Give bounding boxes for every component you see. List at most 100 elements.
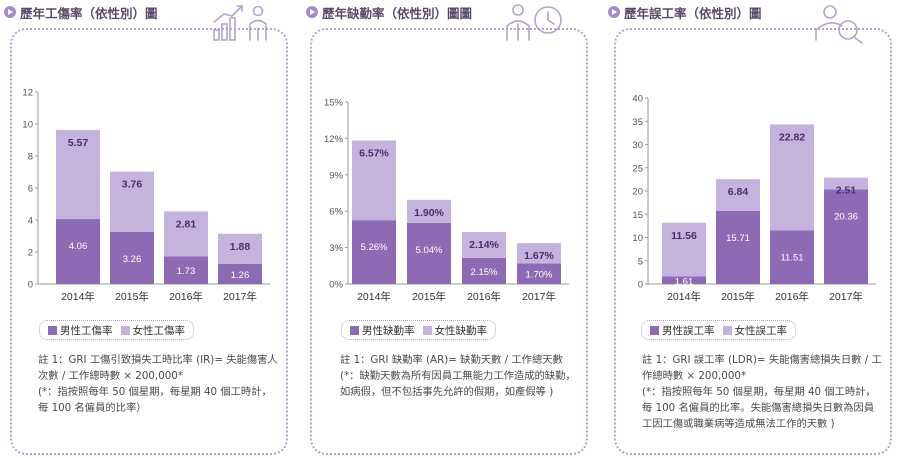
x-category-label: 2014年 <box>61 290 95 303</box>
data-label-male: 5.26% <box>361 242 388 253</box>
panel-injury-rate: 歷年工傷率（依性別）圖 0 2 4 6 8 10 12 4.06 5.57 2014年 3.26 3.… <box>0 0 290 458</box>
bar-female <box>218 233 262 264</box>
legend-swatch-female <box>422 325 432 335</box>
panel-frame <box>310 28 588 455</box>
bar-female <box>662 222 706 277</box>
footnote-line: (*：指按照每年 50 個星期，每星期 40 個工時計， <box>38 386 272 398</box>
panel-frame <box>10 28 288 455</box>
data-label-male: 1.73 <box>177 266 196 277</box>
y-tick-label: 30 <box>632 140 643 151</box>
data-label-female: 1.67% <box>524 250 554 262</box>
x-category-label: 2014年 <box>667 290 701 303</box>
bar-female <box>462 231 506 258</box>
x-category-label: 2017年 <box>829 290 863 303</box>
footnote-line: 工因工傷或職業病等造成無法工作的天數 ) <box>642 418 835 430</box>
y-tick-label: 3% <box>329 243 343 254</box>
data-label-male: 1.70% <box>526 270 553 281</box>
bar-male <box>56 219 100 284</box>
data-label-male: 11.51 <box>780 252 803 263</box>
footnote-line: (*：指按照每年 50 個星期，每星期 40 個工時計， <box>642 386 876 398</box>
legend-swatch-female <box>722 325 732 335</box>
legend-swatch-female <box>120 325 130 335</box>
x-category-label: 2015年 <box>412 290 446 303</box>
panel-title-text: 歷年誤工率（依性別）圖 <box>624 5 762 21</box>
bar-female <box>517 243 561 264</box>
bar-male <box>218 263 262 284</box>
y-tick-label: 6% <box>329 207 343 218</box>
panel-absentee-rate: 歷年缺勤率（依性別）圖圖 0% 3% 6% 9% 12% 15% 5.26% 6.57% 201… <box>302 0 592 458</box>
data-label-female: 11.56 <box>671 230 697 242</box>
data-label-female: 2.81 <box>176 218 197 230</box>
legend-swatch-male <box>350 325 359 335</box>
y-tick-label: 0 <box>28 280 33 291</box>
data-label-male: 15.71 <box>726 233 750 244</box>
y-tick-label: 5 <box>638 256 643 267</box>
data-label-male: 1.26 <box>231 270 250 281</box>
footnote: 註 1：GRI 誤工率 (LDR)= 失能傷害總損失日數 / 工 作總時數 × … <box>642 352 882 432</box>
footnote-line: 註 1：GRI 工傷引致損失工時比率 (IR)= 失能傷害人 <box>38 354 278 366</box>
bar-female <box>56 129 100 220</box>
title-bullet-icon <box>4 6 16 18</box>
legend-label-female: 女性誤工率 <box>734 324 788 337</box>
y-tick-label: 4 <box>28 216 33 227</box>
data-label-female: 2.51 <box>836 185 857 197</box>
chart-legend: 男性工傷率 女性工傷率 <box>39 320 194 340</box>
chart-legend: 男性誤工率 女性誤工率 <box>641 320 796 340</box>
panel-frame <box>614 28 892 455</box>
bar-male <box>824 189 868 284</box>
legend-label-male: 男性缺勤率 <box>362 324 415 337</box>
data-label-female: 6.84 <box>728 186 749 198</box>
footnote-line: 註 1：GRI 缺勤率 (AR)= 缺勤天數 / 工作總天數 <box>340 354 563 366</box>
y-tick-label: 10 <box>632 233 643 244</box>
y-tick-label: 15% <box>324 98 344 109</box>
panel-title: 歷年工傷率（依性別）圖 <box>4 3 158 21</box>
legend-swatch-male <box>48 325 57 335</box>
data-label-female: 6.57% <box>359 147 389 159</box>
x-category-label: 2017年 <box>223 290 257 303</box>
legend-item-female: 女性缺勤率 <box>422 323 488 338</box>
data-label-male: 4.06 <box>69 241 88 252</box>
data-label-female: 22.82 <box>779 131 805 143</box>
panel-title-text: 歷年工傷率（依性別）圖 <box>20 5 158 21</box>
bar-male <box>407 222 451 284</box>
footnote-line: 作總時數 × 200,000* <box>642 370 747 382</box>
bar-male <box>352 220 396 284</box>
bar-male <box>770 230 814 284</box>
y-tick-label: 12 <box>22 88 33 99</box>
footnote-line: 如病假，但不包括事先允許的假期，如產假等 ) <box>340 386 554 398</box>
person-clock-icon <box>506 4 562 41</box>
bar-female <box>110 171 154 232</box>
x-category-label: 2016年 <box>775 290 809 303</box>
bar-female <box>824 177 868 190</box>
x-category-label: 2015年 <box>115 290 149 303</box>
data-label-female: 1.90% <box>414 207 444 219</box>
title-bullet-icon <box>306 6 318 18</box>
y-tick-label: 10 <box>22 120 33 131</box>
chart-legend: 男性缺勤率 女性缺勤率 <box>341 320 496 340</box>
legend-item-male: 男性工傷率 <box>48 323 113 338</box>
legend-label-male: 男性工傷率 <box>60 324 113 337</box>
footnote-line: 每 100 名僱員的比率。失能傷害總損失日數為因員 <box>642 402 875 414</box>
y-tick-label: 35 <box>632 117 643 128</box>
legend-item-female: 女性工傷率 <box>120 323 186 338</box>
x-category-label: 2016年 <box>467 290 501 303</box>
legend-label-female: 女性工傷率 <box>132 324 186 337</box>
bar-male <box>164 256 208 284</box>
footnote: 註 1：GRI 工傷引致損失工時比率 (IR)= 失能傷害人 次數 / 工作總時… <box>38 352 278 416</box>
y-tick-label: 12% <box>324 134 344 145</box>
panel-title: 歷年缺勤率（依性別）圖圖 <box>306 3 472 21</box>
panel-title-text: 歷年缺勤率（依性別）圖圖 <box>322 5 473 21</box>
x-category-label: 2015年 <box>721 290 755 303</box>
x-category-label: 2014年 <box>357 290 391 303</box>
absentee-rate-chart: 0% 3% 6% 9% 12% 15% 5.26% 6.57% 2014年 5.04% 1.90% 2… <box>324 98 569 303</box>
data-label-female: 3.76 <box>122 179 143 191</box>
y-tick-label: 6 <box>28 184 33 195</box>
bar-female <box>352 140 396 221</box>
bar-male <box>517 263 561 284</box>
legend-label-female: 女性缺勤率 <box>434 324 488 337</box>
footnote-line: 註 1：GRI 誤工率 (LDR)= 失能傷害總損失日數 / 工 <box>642 354 882 366</box>
bar-male <box>462 257 506 284</box>
injury-rate-chart: 0 2 4 6 8 10 12 4.06 5.57 2014年 3.26 3.76 2015年 1.73 2… <box>22 88 270 303</box>
y-tick-label: 40 <box>632 94 643 105</box>
data-label-male: 3.26 <box>123 254 142 265</box>
